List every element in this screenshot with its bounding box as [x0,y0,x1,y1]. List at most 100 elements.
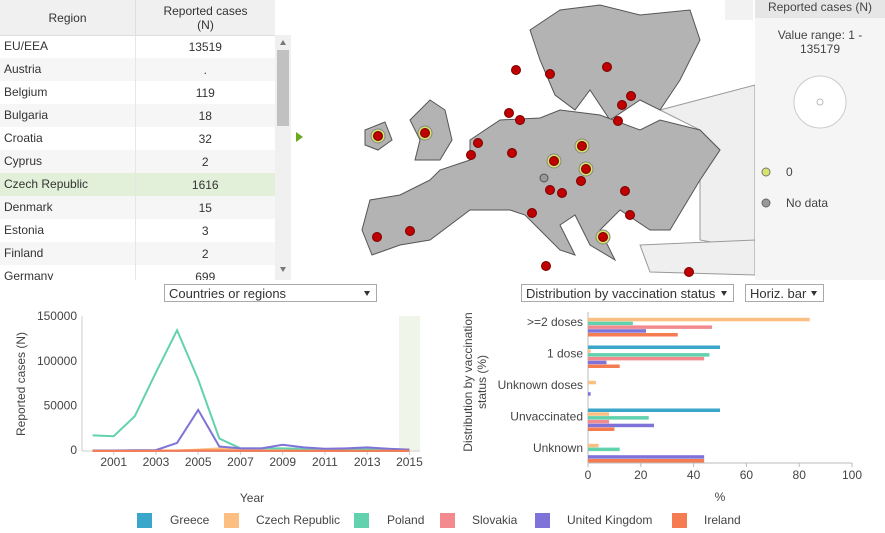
table-row[interactable]: Denmark 15 [0,196,275,219]
legend-swatch [672,513,687,528]
map-marker [684,267,694,277]
map-marker [557,188,567,198]
bar [588,317,810,322]
series-line [92,327,410,451]
x-tick-label: 0 [585,468,592,482]
cases-cell: . [203,62,207,77]
cases-cell: 699 [195,269,216,281]
category-label: Unknown [533,441,583,455]
scroll-up[interactable] [280,40,286,45]
bar [588,447,620,452]
y-axis-title: Reported cases (N) [14,332,28,436]
cases-cell: 18 [198,108,212,123]
bar [588,380,596,385]
map-country [361,109,721,262]
scrollbar-thumb[interactable] [277,50,289,126]
table-row[interactable]: Austria. [0,58,275,81]
cases-cell: 3 [201,223,209,238]
map-marker [515,115,525,125]
bar [588,325,713,329]
cases-cell: 119 [195,85,215,100]
table-row[interactable]: Belgium 119 [0,81,275,104]
region-cell: Czech Republic [0,173,136,196]
table-row[interactable]: Czech Republic 1616 [0,173,275,196]
table-row[interactable]: Croatia 32 [0,127,275,150]
map-marker [466,150,476,160]
map-marker [372,232,382,242]
legend-dot [761,167,771,177]
cases-cell: 2 [201,246,209,261]
region-cell: Denmark [0,196,136,219]
legend-swatch [535,513,550,528]
cases-cell: 13519 [188,39,222,54]
map-marker [617,100,627,110]
x-tick-label: 20 [634,468,648,482]
measure-dropdown[interactable]: Distribution by vaccination status [521,284,734,302]
x-tick-label: 40 [687,468,701,482]
category-label: Unvaccinated [510,410,583,424]
bar [588,419,610,424]
table-row[interactable]: Cyprus 2 [0,150,275,173]
map-marker [576,176,586,186]
region-dropdown[interactable]: Countries or regions [164,284,377,302]
value-range: Value range: 1 - 135179 [777,28,863,56]
chart-type-dropdown[interactable]: Horiz. bar [745,284,824,302]
x-tick-label: 2001 [100,455,127,469]
x-tick-label: 2007 [227,455,254,469]
x-tick-label: 2011 [312,455,338,469]
map-marker [511,65,521,75]
map-legend-panel [755,0,885,280]
y-tick-label: 150000 [37,309,77,323]
table-row[interactable]: Germany 699 [0,265,275,280]
highlight-band [399,316,420,451]
x-tick-label: 2009 [269,455,296,469]
legend-label: United Kingdom [567,513,652,527]
map-marker [613,116,623,126]
table-row[interactable]: Finland 2 [0,242,275,265]
map-marker [581,164,591,174]
map-marker [545,69,555,79]
table-row[interactable]: EU/EEA 13519 [0,35,275,58]
column-header[interactable]: Reported cases (N) [136,0,275,36]
region-cell: Belgium [0,81,136,104]
region-cell: EU/EEA [0,35,136,58]
bar [588,427,615,431]
series-line [92,407,410,452]
bar [588,329,647,333]
bar [588,360,607,365]
x-tick-label: 2005 [185,455,212,469]
legend-size-circle [816,98,824,106]
legend-swatch [224,513,239,528]
y-tick-label: 50000 [44,399,78,413]
column-header[interactable]: Region [0,0,136,36]
map-legend-label: No data [786,196,828,210]
map-marker [373,131,383,141]
legend-dot [761,198,771,208]
map-marker [602,62,612,72]
table-row[interactable]: Estonia 3 [0,219,275,242]
map-marker [541,261,551,271]
map-marker [626,91,636,101]
map-marker-nodata [539,173,549,183]
region-cell: Austria [0,58,136,81]
scroll-down[interactable] [280,267,286,272]
data-table: Region Reported cases (N) EU/EEA 13519 Aus… [0,0,275,280]
legend-label: Poland [387,513,424,527]
cases-cell: 2 [201,154,209,169]
x-tick-label: 2015 [396,455,423,469]
table-row[interactable]: Bulgaria 18 [0,104,275,127]
expand-arrow[interactable] [296,132,303,142]
map-marker [620,186,630,196]
map-marker [527,208,537,218]
x-tick-label: 60 [740,468,754,482]
y-tick-label: 0 [70,443,77,457]
bar [588,408,720,412]
legend-swatch [137,513,152,528]
map-marker [577,141,587,151]
fullscreen-button[interactable] [725,0,753,20]
legend-swatch [354,513,369,528]
bar [588,353,710,357]
bar [588,423,654,428]
